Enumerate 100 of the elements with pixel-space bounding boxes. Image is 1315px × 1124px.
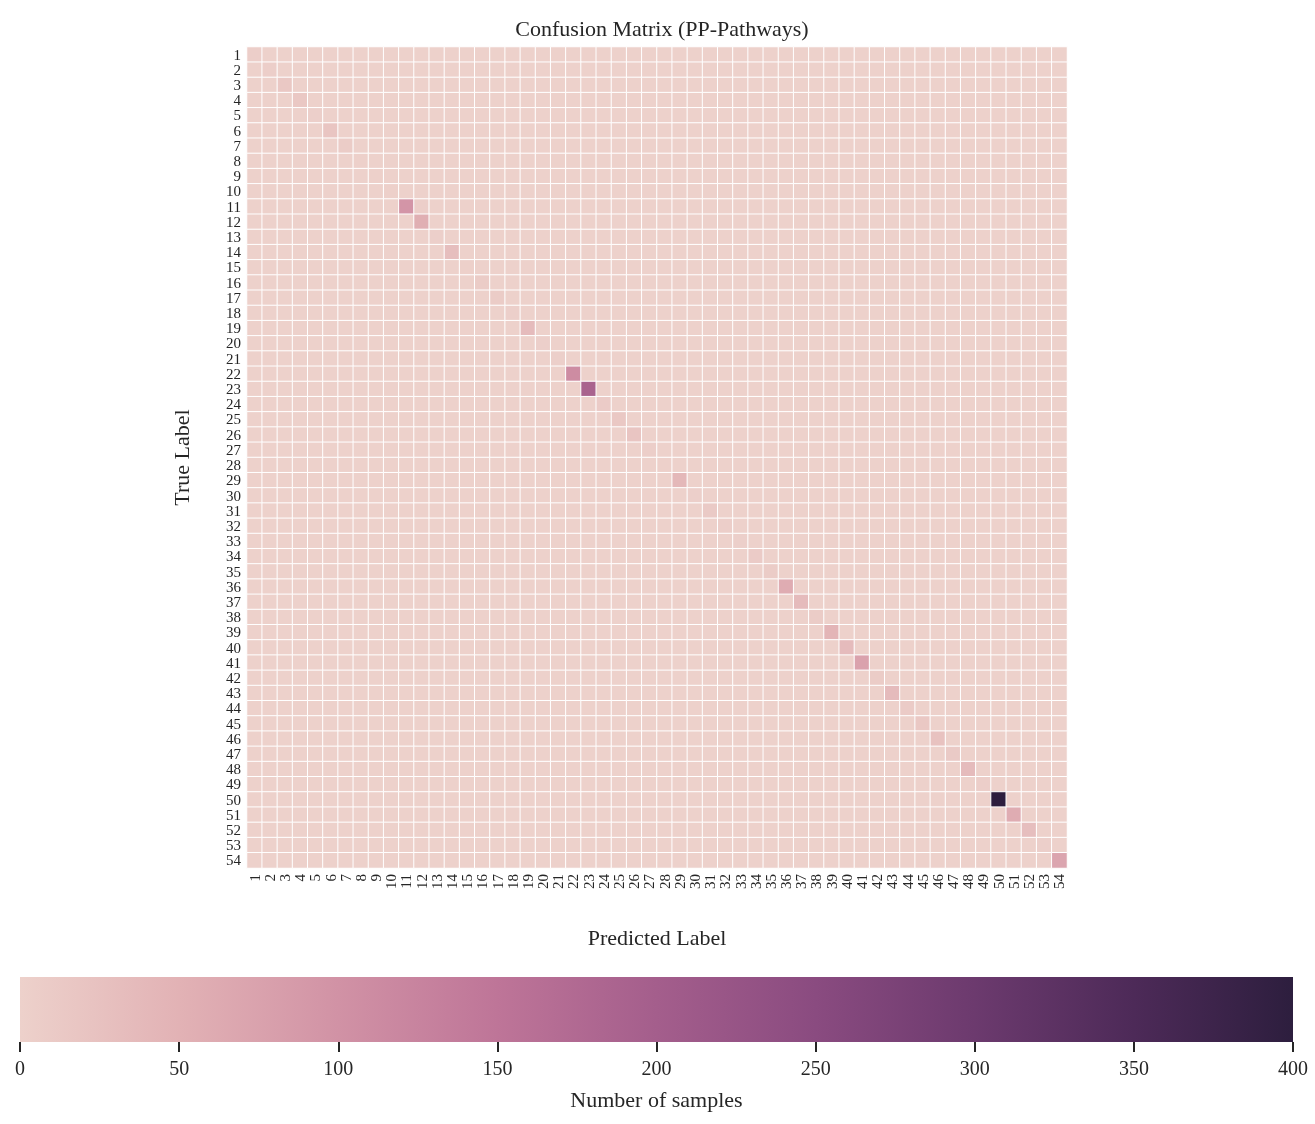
y-tick-label: 44: [226, 700, 242, 717]
x-tick-label: 27: [641, 873, 658, 889]
x-tick-label: 34: [747, 873, 764, 889]
color-bar-label: 0: [15, 1057, 25, 1079]
y-tick-label: 14: [226, 244, 242, 261]
y-tick-label: 31: [226, 502, 241, 519]
y-tick-label: 36: [226, 578, 242, 595]
y-tick-label: 15: [226, 259, 241, 276]
color-bar-label: 400: [1278, 1057, 1308, 1079]
y-tick-label: 3: [233, 77, 241, 94]
x-tick-label: 11: [398, 874, 415, 889]
y-tick-label: 53: [226, 837, 241, 854]
x-tick-label: 50: [990, 874, 1007, 889]
y-tick-label: 47: [226, 745, 242, 762]
x-tick-label: 23: [580, 874, 597, 889]
y-tick-label: 37: [226, 593, 242, 610]
x-tick-label: 21: [550, 874, 567, 889]
x-tick-label: 20: [535, 874, 552, 889]
x-tick-label: 29: [671, 874, 688, 889]
y-axis-title: True Label: [168, 409, 194, 506]
x-tick-label: 15: [459, 874, 476, 889]
y-tick-label: 12: [226, 213, 241, 230]
y-tick-label: 38: [226, 609, 241, 626]
color-bar-label: 150: [482, 1057, 513, 1079]
x-tick-label: 37: [793, 873, 810, 889]
y-tick-label: 2: [233, 61, 241, 78]
x-tick-label: 31: [702, 874, 719, 889]
x-tick-label: 6: [322, 873, 339, 882]
x-tick-label: 45: [914, 874, 931, 889]
color-bar-label: 350: [1118, 1057, 1149, 1079]
y-tick-label: 42: [226, 669, 241, 686]
color-bar-title: Number of samples: [570, 1086, 743, 1112]
x-tick-label: 7: [337, 873, 354, 882]
x-tick-label: 5: [307, 874, 324, 882]
x-tick-label: 25: [611, 874, 628, 889]
color-bar-label: 50: [169, 1057, 190, 1079]
x-tick-label: 44: [899, 873, 916, 889]
y-tick-label: 5: [233, 107, 241, 124]
y-tick-label: 13: [226, 229, 241, 246]
x-tick-label: 40: [838, 874, 855, 889]
x-tick-label: 32: [717, 874, 734, 889]
y-tick-label: 34: [226, 548, 242, 565]
x-tick-label: 51: [1005, 874, 1022, 889]
y-tick-label: 45: [226, 715, 241, 732]
y-tick-label: 40: [226, 639, 241, 656]
y-tick-label: 10: [226, 183, 241, 200]
x-tick-label: 30: [686, 874, 703, 889]
x-tick-label: 26: [626, 873, 643, 889]
x-tick-label: 48: [960, 874, 977, 889]
x-tick-label: 49: [975, 874, 992, 889]
x-tick-label: 43: [884, 874, 901, 889]
x-tick-label: 36: [778, 873, 795, 889]
x-tick-label: 39: [823, 874, 840, 889]
x-tick-label: 46: [929, 873, 946, 889]
y-tick-label: 30: [226, 487, 241, 504]
x-tick-label: 18: [504, 874, 521, 889]
y-tick-label: 20: [226, 335, 241, 352]
y-tick-label: 1: [233, 46, 241, 63]
y-tick-label: 39: [226, 624, 241, 641]
y-tick-label: 41: [226, 654, 241, 671]
x-tick-label: 35: [762, 874, 779, 889]
x-tick-label: 41: [854, 874, 870, 889]
x-tick-label: 4: [292, 873, 309, 882]
x-tick-label: 8: [352, 874, 369, 882]
x-tick-label: 3: [276, 874, 293, 882]
y-tick-label: 22: [226, 365, 241, 382]
y-tick-label: 49: [226, 776, 241, 793]
x-tick-label: 14: [444, 873, 460, 889]
y-tick-label: 19: [226, 320, 241, 337]
y-tick-label: 18: [226, 305, 241, 322]
y-tick-label: 9: [233, 168, 241, 185]
y-tick-label: 7: [233, 137, 242, 154]
y-tick-label: 52: [226, 821, 241, 838]
y-tick-label: 24: [226, 396, 242, 413]
x-tick-label: 52: [1021, 874, 1038, 889]
color-bar-label: 100: [323, 1057, 354, 1079]
color-bar-label: 250: [800, 1057, 831, 1079]
x-tick-label: 13: [428, 874, 445, 889]
x-axis-title: Predicted Label: [587, 924, 727, 950]
y-tick-label: 27: [226, 441, 242, 458]
y-tick-label: 50: [226, 791, 241, 808]
y-tick-label: 4: [233, 92, 242, 109]
x-tick-label: 42: [869, 874, 886, 889]
x-tick-label: 22: [565, 874, 582, 889]
x-tick-label: 2: [261, 874, 278, 882]
x-tick-label: 16: [474, 873, 491, 889]
y-tick-label: 17: [226, 289, 242, 306]
y-tick-label: 16: [226, 274, 242, 291]
y-tick-label: 51: [226, 806, 241, 823]
y-tick-label: 29: [226, 472, 241, 489]
x-tick-label: 38: [808, 874, 825, 889]
y-tick-label: 6: [233, 122, 242, 139]
chart-title: Confusion Matrix (PP-Pathways): [515, 15, 809, 41]
x-tick-label: 54: [1051, 873, 1068, 889]
x-tick-label: 47: [945, 873, 962, 889]
y-tick-label: 21: [226, 350, 241, 367]
color-bar-label: 200: [641, 1057, 672, 1079]
x-tick-label: 24: [595, 873, 612, 889]
x-tick-label: 10: [383, 874, 400, 889]
color-bar-label: 300: [959, 1057, 990, 1079]
